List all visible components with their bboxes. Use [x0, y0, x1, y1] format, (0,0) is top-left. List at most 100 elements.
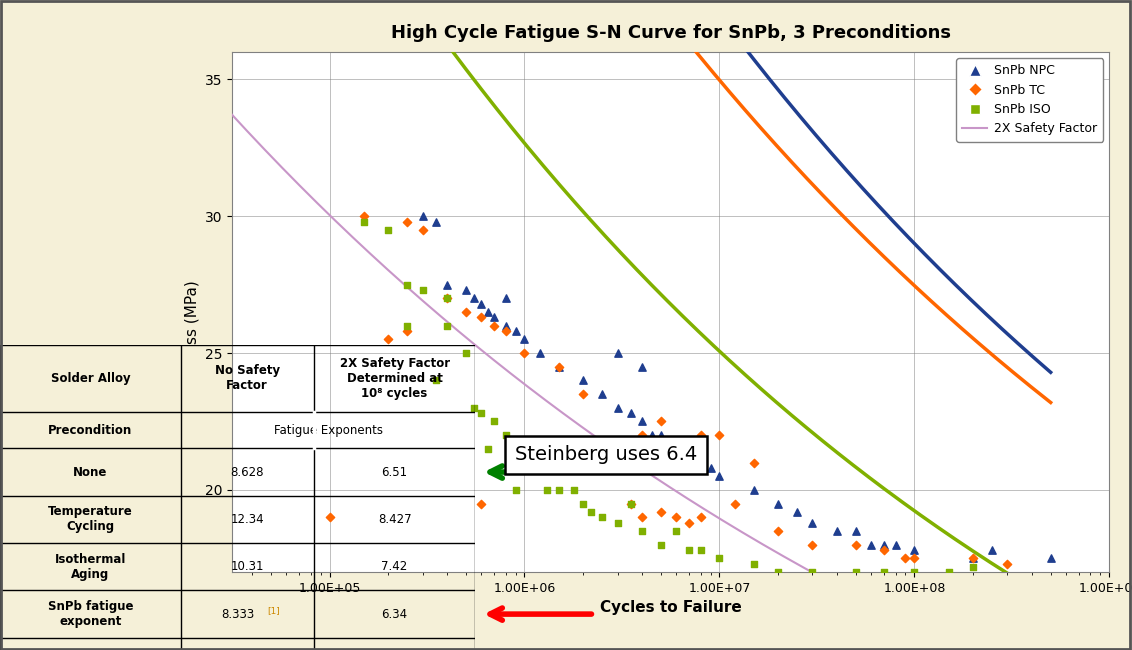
Point	[506, 326, 524, 336]
Point	[875, 545, 893, 555]
Point	[609, 517, 627, 528]
Point	[711, 471, 729, 482]
Point	[438, 293, 456, 304]
Point	[354, 216, 372, 227]
Point	[680, 458, 698, 468]
Point	[652, 416, 670, 426]
Title: High Cycle Fatigue S-N Curve for SnPb, 3 Preconditions: High Cycle Fatigue S-N Curve for SnPb, 3…	[391, 24, 951, 42]
Point	[531, 458, 549, 468]
Point	[633, 512, 651, 523]
Point	[769, 567, 787, 577]
Point	[804, 567, 822, 577]
Point	[886, 540, 904, 550]
Point	[565, 485, 583, 495]
Y-axis label: ss (MPa): ss (MPa)	[185, 280, 199, 344]
Point	[964, 562, 983, 572]
Point	[497, 293, 515, 304]
Point	[354, 211, 372, 222]
Text: None: None	[74, 465, 108, 478]
Point	[906, 567, 924, 577]
Text: Precondition: Precondition	[49, 424, 132, 437]
Text: 6.34: 6.34	[381, 608, 408, 621]
Point	[621, 499, 640, 509]
Point	[847, 526, 865, 536]
Point	[711, 553, 729, 564]
Text: 8.427: 8.427	[378, 513, 411, 526]
Point	[652, 430, 670, 440]
Point	[652, 540, 670, 550]
Point	[745, 558, 763, 569]
Point	[692, 545, 710, 555]
Point	[550, 444, 568, 454]
Point	[593, 444, 611, 454]
Point	[497, 320, 515, 331]
Point	[897, 553, 915, 564]
Point	[621, 408, 640, 419]
Point	[413, 285, 431, 295]
Point	[479, 444, 497, 454]
Text: Fatigue Exponents: Fatigue Exponents	[274, 424, 383, 437]
Point	[515, 334, 533, 345]
Point	[472, 298, 490, 309]
Point	[804, 517, 822, 528]
Point	[413, 211, 431, 222]
Point	[574, 499, 592, 509]
Point	[711, 430, 729, 440]
Point	[692, 458, 710, 468]
Text: Solder Alloy: Solder Alloy	[51, 372, 130, 385]
Point	[398, 326, 417, 336]
Point	[574, 389, 592, 399]
Point	[456, 348, 474, 358]
Point	[875, 540, 893, 550]
Point	[998, 558, 1017, 569]
Point	[438, 320, 456, 331]
Point	[438, 293, 456, 304]
Point	[506, 485, 524, 495]
Point	[538, 485, 556, 495]
Point	[692, 512, 710, 523]
Point	[398, 280, 417, 290]
Text: Isothermal
Aging: Isothermal Aging	[54, 552, 126, 580]
Point	[633, 526, 651, 536]
Point	[726, 499, 744, 509]
Point	[609, 458, 627, 468]
Text: 6.51: 6.51	[381, 465, 408, 478]
Point	[680, 545, 698, 555]
Point	[379, 225, 397, 235]
Point	[582, 458, 600, 468]
Point	[486, 312, 504, 322]
Text: 12.34: 12.34	[231, 513, 264, 526]
Text: Steinberg uses 6.4: Steinberg uses 6.4	[515, 445, 697, 465]
Point	[633, 416, 651, 426]
Point	[847, 540, 865, 550]
Text: 2X Safety Factor
Determined at
10⁸ cycles: 2X Safety Factor Determined at 10⁸ cycle…	[340, 357, 449, 400]
Point	[863, 540, 881, 550]
Point	[550, 485, 568, 495]
Point	[582, 506, 600, 517]
Point	[531, 348, 549, 358]
Point	[940, 567, 958, 577]
Point	[652, 506, 670, 517]
Point	[550, 361, 568, 372]
Point	[427, 375, 445, 385]
Point	[574, 375, 592, 385]
Text: 8.333: 8.333	[221, 608, 255, 621]
Point	[983, 545, 1001, 555]
Point	[788, 506, 806, 517]
Text: No Safety
Factor: No Safety Factor	[215, 364, 280, 392]
Point	[906, 545, 924, 555]
Point	[847, 567, 865, 577]
Point	[680, 517, 698, 528]
Text: 10.31: 10.31	[231, 560, 264, 573]
Point	[465, 293, 483, 304]
Point	[593, 389, 611, 399]
Point	[667, 512, 685, 523]
Text: [1]: [1]	[267, 606, 280, 616]
Point	[643, 430, 661, 440]
Point	[609, 348, 627, 358]
Point	[804, 540, 822, 550]
Point	[497, 430, 515, 440]
Point	[456, 285, 474, 295]
Point	[769, 499, 787, 509]
Point	[667, 526, 685, 536]
